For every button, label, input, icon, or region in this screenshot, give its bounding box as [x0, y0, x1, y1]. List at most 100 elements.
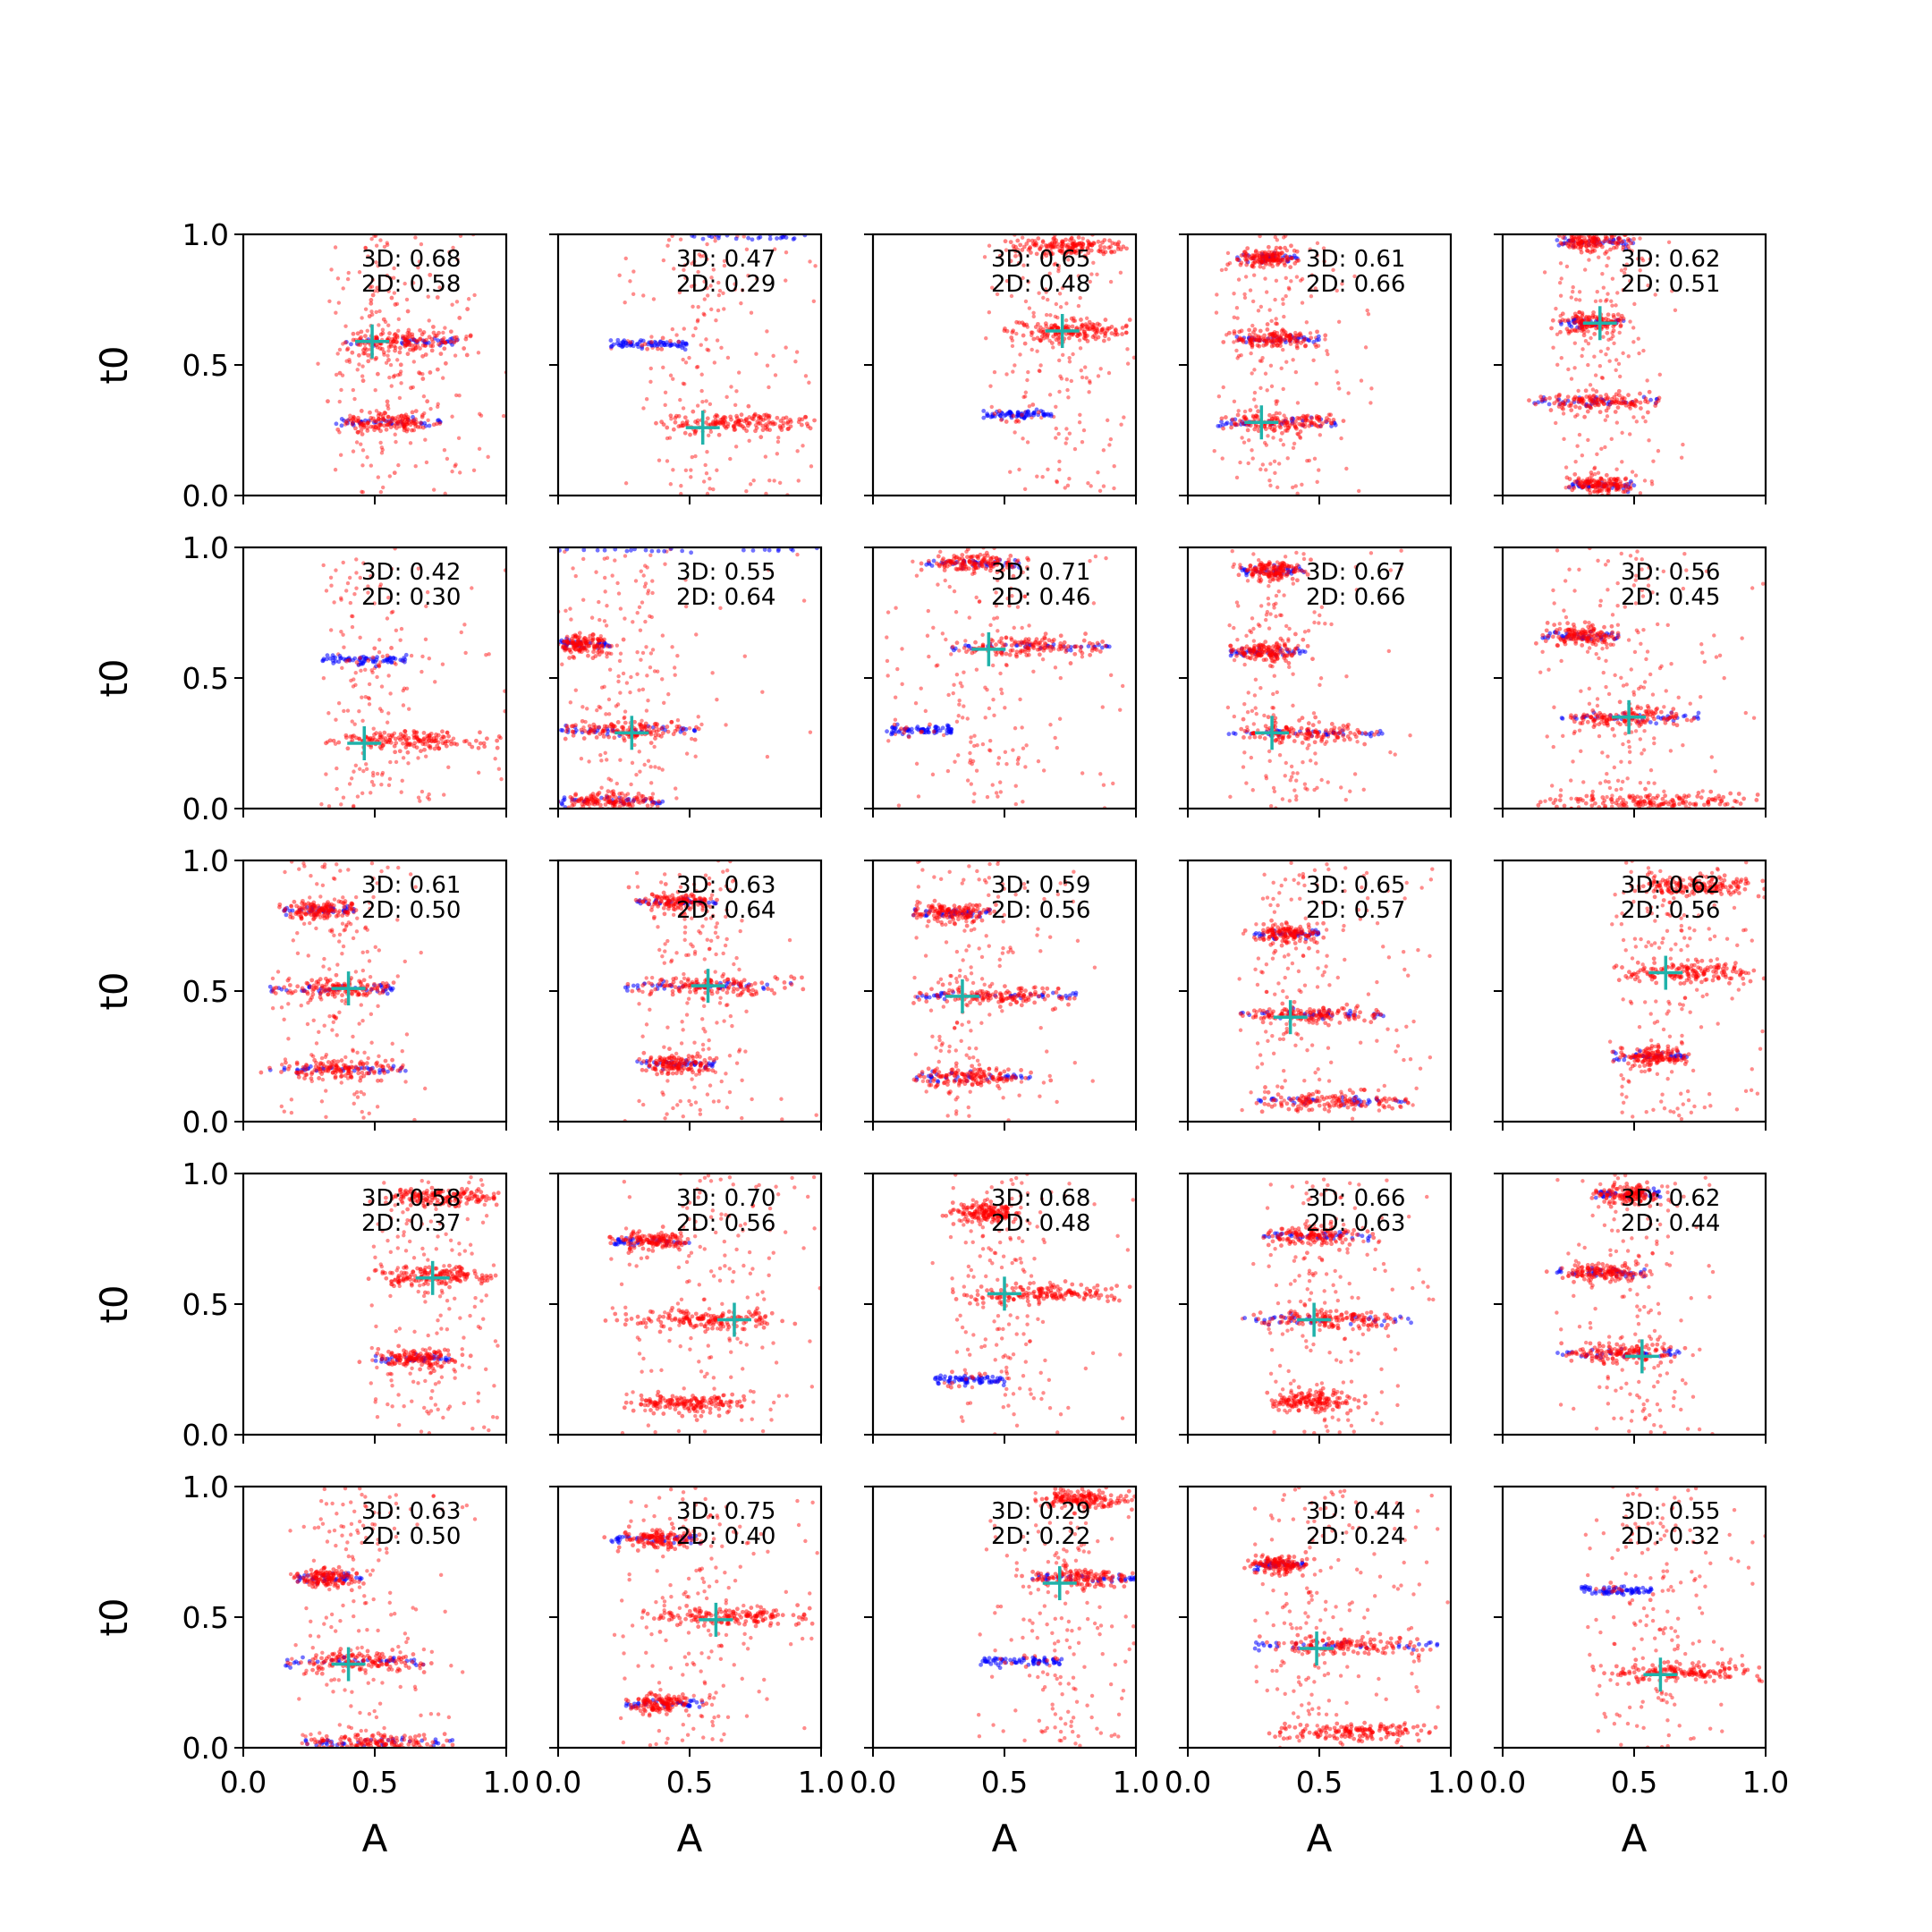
sample-point-red: [1048, 648, 1054, 653]
sample-point-red: [1626, 393, 1631, 398]
sample-point-red: [380, 346, 385, 352]
sample-point-red: [573, 792, 578, 798]
sample-point-red: [360, 374, 365, 378]
sample-point-red: [682, 731, 687, 736]
sample-point-red: [1015, 761, 1021, 767]
sample-point-red: [377, 422, 383, 428]
sample-point-red: [695, 319, 700, 324]
sample-point-red: [1335, 288, 1339, 293]
sample-point-red: [487, 652, 491, 657]
sample-point-red: [395, 358, 400, 362]
sample-point-red: [771, 353, 775, 359]
sample-point-red: [366, 590, 370, 595]
sample-point-red: [1077, 338, 1082, 343]
sample-point-red: [641, 573, 646, 578]
sample-point-red: [1322, 259, 1326, 264]
sample-point-red: [1558, 241, 1563, 246]
sample-point-red: [1258, 304, 1264, 309]
sample-point-red: [328, 575, 334, 580]
sample-point-red: [1015, 238, 1021, 243]
sample-point-red: [702, 312, 707, 318]
sample-point-red: [1269, 384, 1275, 389]
sample-point-red: [1583, 339, 1589, 343]
sample-point-red: [640, 650, 646, 656]
sample-point-red: [1030, 238, 1035, 243]
sample-point-red: [1080, 322, 1085, 327]
sample-point-red: [1278, 343, 1283, 348]
sample-point-blue: [1017, 565, 1021, 570]
sample-point-red: [1602, 239, 1606, 244]
sample-point-red: [1588, 383, 1593, 387]
sample-point-red: [947, 584, 952, 589]
sample-point-red: [1059, 241, 1063, 246]
sample-point-red: [1554, 306, 1558, 311]
sample-point-red: [643, 581, 648, 586]
sample-point-red: [990, 783, 995, 787]
sample-point-red: [618, 651, 623, 656]
sample-point-red: [1097, 488, 1103, 494]
sample-point-red: [988, 556, 994, 562]
sample-point-red: [366, 359, 371, 364]
sample-point-red: [629, 782, 633, 787]
sample-point-red: [406, 761, 411, 766]
sample-point-red: [1067, 247, 1072, 252]
sample-point-red: [744, 247, 750, 252]
sample-point-red: [1309, 335, 1314, 341]
sample-point-red: [1113, 242, 1118, 247]
sample-point-red: [1266, 434, 1270, 438]
sample-point-red: [957, 702, 962, 707]
sample-point-red: [649, 335, 654, 339]
sample-point-red: [334, 568, 338, 572]
sample-point-red: [657, 766, 662, 770]
sample-point-blue: [792, 236, 797, 241]
sample-point-red: [1284, 275, 1288, 281]
sample-point-red: [1666, 240, 1672, 245]
sample-point-red: [1096, 239, 1101, 244]
sample-point-red: [793, 360, 798, 364]
sample-point-red: [1294, 258, 1300, 264]
sample-point-red: [347, 417, 352, 421]
sample-point-red: [1618, 323, 1623, 328]
sample-point-red: [361, 561, 366, 565]
sample-point-red: [1277, 423, 1283, 428]
sample-point-red: [1239, 337, 1243, 343]
sample-point-red: [733, 445, 739, 449]
sample-point-red: [704, 470, 709, 476]
sample-point-red: [1025, 377, 1030, 383]
sample-point-red: [1232, 340, 1236, 344]
sample-point-red: [1058, 305, 1063, 309]
sample-point-red: [411, 348, 416, 352]
sample-point-red: [988, 749, 993, 753]
sample-point-red: [1088, 652, 1093, 657]
sample-point-red: [987, 243, 992, 248]
sample-point-red: [653, 736, 657, 741]
sample-point-red: [1329, 420, 1335, 426]
sample-point-red: [797, 417, 802, 422]
sample-point-red: [1030, 347, 1034, 352]
sample-point-red: [389, 566, 394, 572]
sample-point-blue: [629, 547, 633, 553]
sample-point-red: [1311, 420, 1317, 426]
sample-point-red: [431, 325, 436, 329]
sample-point-red: [599, 785, 604, 790]
sample-point-red: [401, 688, 405, 693]
sample-point-red: [652, 669, 657, 674]
sample-point-red: [1326, 352, 1330, 357]
sample-point-red: [981, 556, 987, 562]
sample-point-red: [973, 640, 978, 645]
sample-point-red: [1122, 415, 1126, 419]
sample-point-red: [1273, 334, 1278, 338]
sample-point-red: [392, 470, 397, 476]
sample-point-red: [1559, 355, 1563, 360]
sample-point-red: [388, 691, 393, 696]
sample-point-red: [1292, 339, 1297, 344]
sample-point-red: [986, 559, 991, 564]
sample-point-red: [1242, 292, 1247, 297]
sample-point-red: [942, 564, 947, 570]
sample-point-red: [671, 427, 676, 432]
sample-point-red: [1018, 252, 1022, 258]
sample-point-red: [796, 479, 801, 483]
sample-point-red: [1307, 458, 1312, 463]
sample-point-red: [1014, 649, 1020, 655]
sample-point-red: [1309, 416, 1315, 420]
